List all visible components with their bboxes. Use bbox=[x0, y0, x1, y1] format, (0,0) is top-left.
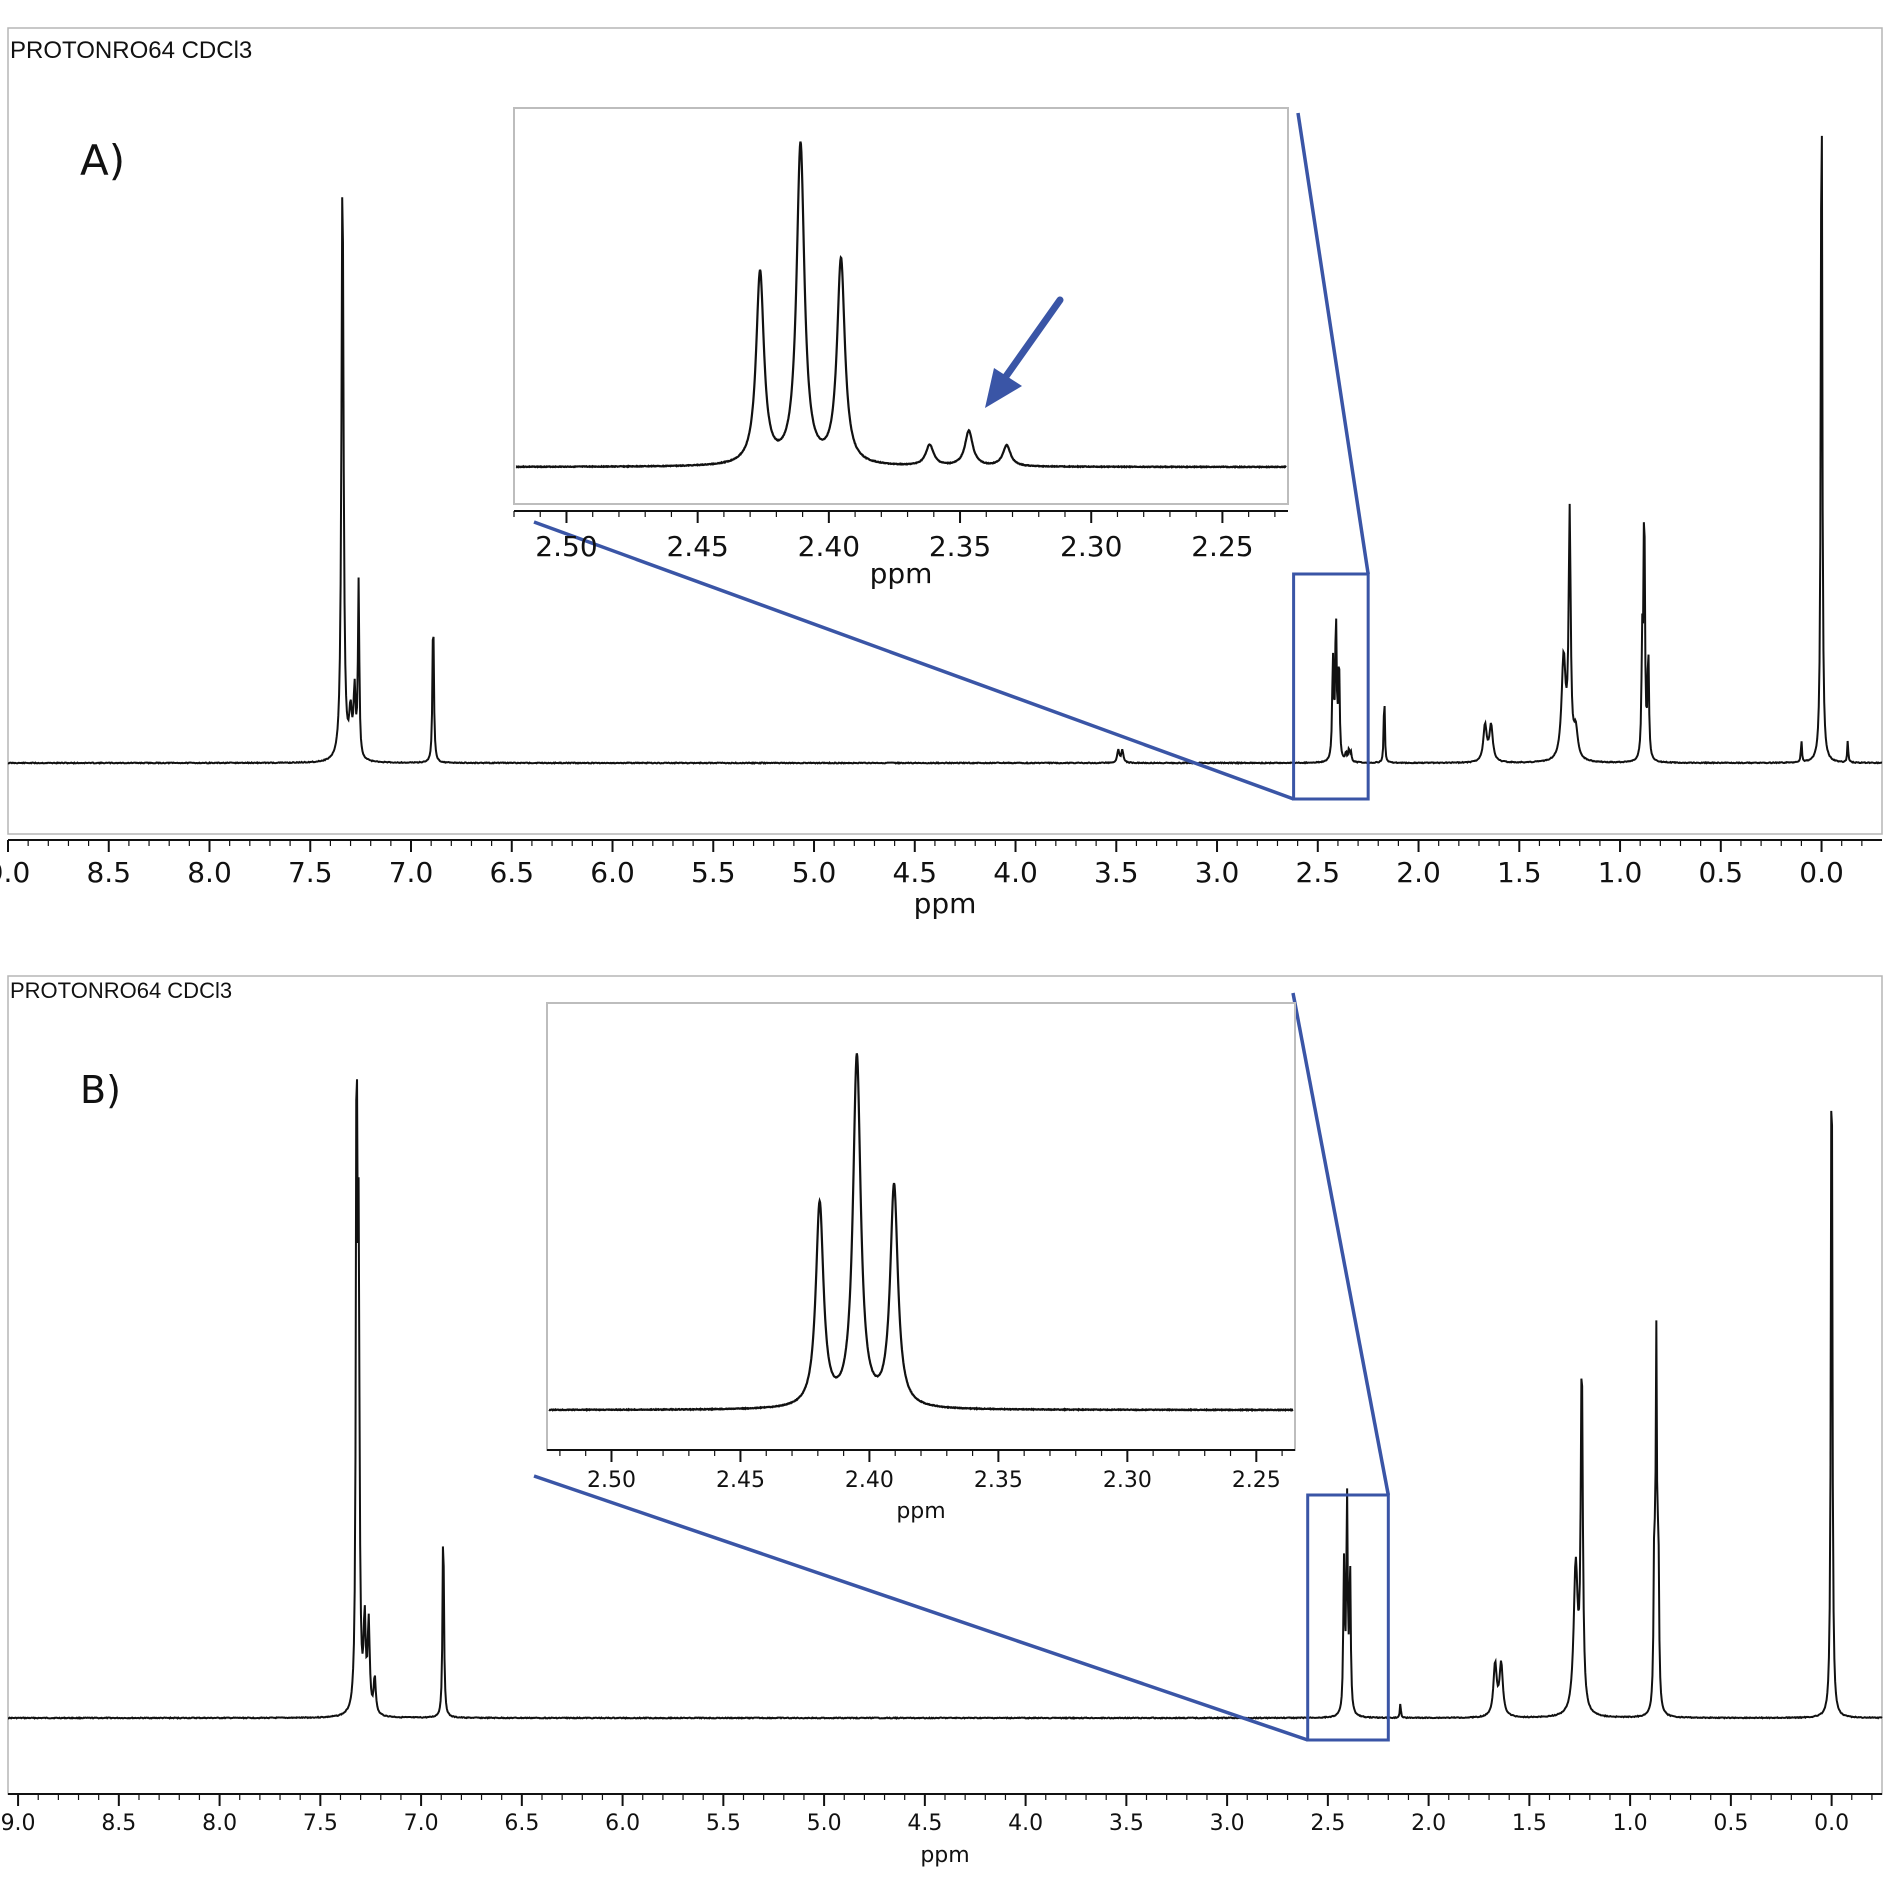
x-tick-label: 7.0 bbox=[389, 856, 434, 889]
x-tick-label: 6.5 bbox=[489, 856, 534, 889]
panel-a-zoom-connector-top bbox=[1296, 112, 1370, 575]
x-tick-label: 2.25 bbox=[1191, 530, 1253, 563]
panel-b-inset-x-axis-label: ppm bbox=[896, 1499, 945, 1524]
x-tick-label: 1.0 bbox=[1613, 1811, 1648, 1836]
x-tick-label: 6.0 bbox=[590, 856, 635, 889]
x-tick-label: 2.30 bbox=[1060, 530, 1122, 563]
x-tick-label: 7.5 bbox=[288, 856, 333, 889]
panel-b-spectrum-trace bbox=[7, 1079, 1883, 1720]
x-tick-label: 3.0 bbox=[1195, 856, 1240, 889]
x-tick-label: 5.5 bbox=[691, 856, 736, 889]
x-tick-label: 3.5 bbox=[1109, 1811, 1144, 1836]
x-tick-label: 2.0 bbox=[1411, 1811, 1446, 1836]
x-tick-label: 7.0 bbox=[404, 1811, 439, 1836]
x-tick-label: 3.0 bbox=[1210, 1811, 1245, 1836]
panel-b-zoom-box bbox=[1306, 1493, 1390, 1742]
panel-a-inset-x-axis: 2.50 2.45 2.40 2.35 2.30 2.25 bbox=[513, 510, 1288, 563]
x-tick-label: 8.5 bbox=[101, 1811, 136, 1836]
panel-b-zoom-connector-top bbox=[1291, 992, 1391, 1496]
panel-a-letter: A) bbox=[80, 136, 125, 185]
arrow-icon bbox=[985, 296, 1064, 408]
x-tick-label: 8.0 bbox=[202, 1811, 237, 1836]
x-tick-label: 1.0 bbox=[1598, 856, 1643, 889]
panel-a-spectrum-trace bbox=[7, 135, 1883, 765]
x-tick-label: 0.0 bbox=[1799, 856, 1844, 889]
x-tick-label: 5.0 bbox=[792, 856, 837, 889]
x-tick-label: 8.0 bbox=[187, 856, 232, 889]
panel-b-inset-trace bbox=[548, 1053, 1294, 1412]
x-tick-label: 2.30 bbox=[1103, 1468, 1152, 1493]
x-tick-label: 3.5 bbox=[1094, 856, 1139, 889]
x-tick-label: 2.45 bbox=[716, 1468, 765, 1493]
panel-a-zoom-box bbox=[1292, 572, 1370, 801]
x-tick-label: 7.5 bbox=[303, 1811, 338, 1836]
x-tick-label: 2.35 bbox=[929, 530, 991, 563]
x-tick-label: 5.0 bbox=[807, 1811, 842, 1836]
x-tick-label: 2.50 bbox=[587, 1468, 636, 1493]
panel-a-zoom-connector-bottom bbox=[533, 520, 1295, 801]
x-tick-label: 9.0 bbox=[1, 1811, 36, 1836]
panel-b: PROTONRO64 CDCl3 B) 9.0 8.5 8.0 7.5 7.0 6.5 6.… bbox=[1, 975, 1883, 1868]
panel-b-zoom-connector-bottom bbox=[533, 1474, 1309, 1742]
x-tick-label: 9.0 bbox=[0, 856, 30, 889]
x-tick-label: 0.0 bbox=[1814, 1811, 1849, 1836]
panel-a-frame bbox=[7, 27, 1883, 835]
x-tick-label: 2.5 bbox=[1310, 1811, 1345, 1836]
x-tick-label: 2.40 bbox=[845, 1468, 894, 1493]
x-tick-label: 6.5 bbox=[504, 1811, 539, 1836]
panel-b-inset: 2.50 2.45 2.40 2.35 2.30 2.25 ppm bbox=[546, 1002, 1296, 1524]
x-tick-label: 0.5 bbox=[1699, 856, 1744, 889]
x-tick-label: 1.5 bbox=[1497, 856, 1542, 889]
panel-a-inset-frame bbox=[513, 107, 1289, 505]
panel-b-inset-frame bbox=[546, 1002, 1296, 1451]
panel-b-letter: B) bbox=[80, 1068, 121, 1112]
x-tick-label: 4.0 bbox=[1008, 1811, 1043, 1836]
x-tick-label: 4.0 bbox=[993, 856, 1038, 889]
x-tick-label: 2.5 bbox=[1296, 856, 1341, 889]
x-tick-label: 4.5 bbox=[907, 1811, 942, 1836]
panel-b-inset-x-axis: 2.50 2.45 2.40 2.35 2.30 2.25 bbox=[547, 1449, 1295, 1493]
panel-a-inset-x-axis-label: ppm bbox=[870, 557, 933, 590]
x-tick-label: 5.5 bbox=[706, 1811, 741, 1836]
x-tick-label: 1.5 bbox=[1512, 1811, 1547, 1836]
panel-a-x-axis-label: ppm bbox=[914, 887, 977, 920]
panel-a-title: PROTONRO64 CDCl3 bbox=[10, 37, 252, 64]
panel-a: PROTONRO64 CDCl3 A) 9.0 8.5 8.0 7.5 7.0 6.5 6.… bbox=[0, 27, 1883, 920]
x-tick-label: 6.0 bbox=[605, 1811, 640, 1836]
x-tick-label: 2.45 bbox=[666, 530, 728, 563]
x-tick-label: 2.40 bbox=[798, 530, 860, 563]
x-tick-label: 2.25 bbox=[1232, 1468, 1281, 1493]
x-tick-label: 4.5 bbox=[893, 856, 938, 889]
panel-a-inset: 2.50 2.45 2.40 2.35 2.30 2.25 ppm bbox=[513, 107, 1289, 590]
panel-a-x-axis: 9.0 8.5 8.0 7.5 7.0 6.5 6.0 5.5 5.0 4.5 4.0 3.5 3.0 2… bbox=[0, 839, 1882, 889]
panel-a-inset-trace bbox=[515, 141, 1287, 469]
x-tick-label: 2.50 bbox=[535, 530, 597, 563]
panel-b-x-axis: 9.0 8.5 8.0 7.5 7.0 6.5 6.0 5.5 5.0 4.5 4.0 3.5 3.0 2… bbox=[1, 1793, 1882, 1836]
x-tick-label: 2.0 bbox=[1396, 856, 1441, 889]
x-tick-label: 0.5 bbox=[1713, 1811, 1748, 1836]
panel-b-x-axis-label: ppm bbox=[920, 1843, 969, 1868]
x-tick-label: 2.35 bbox=[974, 1468, 1023, 1493]
panel-b-title: PROTONRO64 CDCl3 bbox=[10, 978, 232, 1003]
x-tick-label: 8.5 bbox=[86, 856, 131, 889]
